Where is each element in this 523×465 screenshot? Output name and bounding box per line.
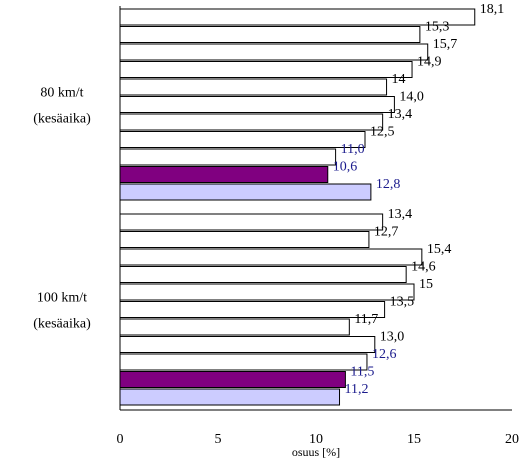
bar-g2-10	[119, 371, 346, 388]
bar-g2-8	[119, 336, 376, 353]
group-labels-layer: 80 km/t (kesäaika) 100 km/t (kesäaika)	[33, 85, 91, 331]
value-label-g1-1: 18,1	[480, 2, 505, 17]
value-label-g1-6: 14,0	[399, 90, 424, 105]
bar-g1-4	[119, 61, 413, 78]
value-label-g1-4: 14,9	[417, 55, 442, 70]
value-label-g2-6: 13,5	[390, 295, 415, 310]
value-label-g2-9: 12,6	[372, 347, 397, 362]
bar-g1-6	[119, 96, 395, 113]
bar-g2-5	[119, 283, 415, 301]
value-label-g2-3: 15,4	[427, 242, 452, 257]
value-label-g1-2: 15,3	[425, 20, 450, 35]
value-label-g2-2: 12,7	[374, 225, 399, 240]
bar-g2-2	[119, 231, 370, 248]
bar-g1-8	[119, 131, 366, 148]
bar-g1-2	[119, 26, 421, 43]
value-label-g1-3: 15,7	[433, 37, 458, 52]
bar-g2-4	[119, 266, 407, 283]
x-tick-label-5: 5	[215, 432, 222, 447]
value-labels-layer: 18,1 15,3 15,7 14,9 14 14,0 13,4 12,5 11,0 10,6 12…	[333, 2, 505, 397]
value-label-g2-8: 13,0	[380, 330, 405, 345]
group-label-2-line-1: 100 km/t	[37, 290, 87, 305]
bar-g2-6	[119, 301, 386, 318]
x-tick-label-20: 20	[505, 432, 519, 447]
bar-g1-5	[119, 78, 388, 96]
value-label-g2-7: 11,7	[354, 312, 378, 327]
bar-g1-7	[119, 113, 384, 131]
group-label-1-line-1: 80 km/t	[40, 85, 83, 100]
bar-g2-11	[119, 388, 341, 406]
bar-g1-11	[119, 183, 372, 201]
bar-g2-7	[119, 318, 350, 336]
value-label-g2-10: 11,5	[350, 365, 374, 380]
x-tick-labels: 0 5 10 15 20	[117, 432, 520, 447]
value-label-g1-10: 10,6	[333, 160, 358, 175]
value-label-g2-1: 13,4	[388, 207, 413, 222]
bar-g2-9	[119, 353, 368, 371]
bar-g1-3	[119, 43, 429, 61]
group-label-2-line-2: (kesäaika)	[33, 316, 91, 331]
value-label-g1-7: 13,4	[388, 107, 413, 122]
bar-g1-1	[119, 8, 476, 26]
value-label-g2-11: 11,2	[345, 382, 369, 397]
value-label-g1-9: 11,0	[341, 142, 365, 157]
bar-g2-1	[119, 213, 384, 231]
bar-g1-9	[119, 148, 337, 166]
value-label-g1-5: 14	[392, 72, 406, 87]
x-tick-label-0: 0	[117, 432, 124, 447]
bar-g2-3	[119, 248, 423, 266]
bar-g1-10	[119, 166, 329, 183]
value-label-g1-11: 12,8	[376, 177, 401, 192]
x-tick-label-10: 10	[309, 432, 323, 447]
x-tick-label-15: 15	[407, 432, 421, 447]
x-axis-label: osuus [%]	[292, 445, 340, 459]
group-label-1-line-2: (kesäaika)	[33, 111, 91, 126]
value-label-g1-8: 12,5	[370, 125, 395, 140]
value-label-g2-4: 14,6	[411, 260, 436, 275]
value-label-g2-5: 15	[419, 277, 433, 292]
